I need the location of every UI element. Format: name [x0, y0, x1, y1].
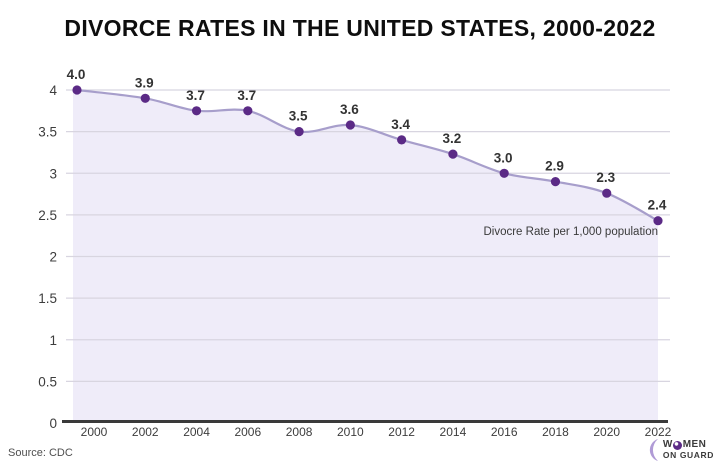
y-axis-tick-label: 2 [49, 250, 57, 265]
purple-circle-icon [673, 441, 683, 451]
data-point [294, 127, 304, 137]
y-axis-tick-label: 2.5 [38, 208, 57, 223]
x-axis-tick-label: 2022 [645, 425, 672, 439]
data-point [448, 149, 458, 159]
y-axis-tick-label: 0 [49, 416, 57, 431]
data-point [72, 85, 82, 95]
data-point [191, 106, 202, 116]
data-point-label: 3.9 [135, 75, 154, 90]
y-axis-tick-label: 1.5 [38, 291, 57, 306]
crescent-ribbon-icon [649, 439, 658, 461]
data-point-label: 3.5 [289, 109, 308, 124]
series-annotation: Divocre Rate per 1,000 population [483, 226, 658, 238]
data-point [397, 135, 407, 145]
x-axis-tick-label: 2006 [234, 425, 261, 439]
source-credit: Source: CDC [8, 447, 73, 459]
data-point-label: 3.7 [237, 88, 256, 103]
x-axis-tick-label: 2012 [388, 425, 415, 439]
logo-line1: W MEN [663, 440, 714, 451]
data-point-label: 2.9 [545, 159, 564, 174]
x-axis-tick-label: 2016 [491, 425, 518, 439]
y-axis-tick-label: 1 [49, 333, 57, 348]
x-axis-tick-label: 2002 [132, 425, 159, 439]
x-axis-tick-label: 2008 [286, 425, 313, 439]
x-axis-tick-label: 2004 [183, 425, 210, 439]
x-axis-tick-label: 2010 [337, 425, 364, 439]
data-point [345, 120, 355, 130]
data-point-label: 3.6 [340, 102, 359, 117]
data-point [653, 216, 663, 226]
logo-line2: ON GUARD [662, 449, 714, 460]
logo-w: W [662, 439, 673, 451]
data-point [602, 188, 612, 198]
data-point [140, 93, 150, 103]
y-axis-tick-label: 3 [49, 166, 57, 181]
data-point [499, 168, 509, 178]
x-axis-tick-label: 2000 [81, 425, 108, 439]
area-fill [73, 90, 658, 422]
data-point-label: 3.2 [443, 131, 462, 146]
y-axis-tick-label: 4 [49, 83, 57, 98]
women-on-guard-logo: W MEN ON GUARD [648, 438, 714, 462]
data-point-label: 3.4 [391, 117, 410, 132]
data-point-label: 2.4 [648, 198, 667, 213]
x-axis-tick-label: 2020 [593, 425, 620, 439]
data-point-label: 2.3 [596, 170, 615, 185]
y-axis-tick-label: 3.5 [38, 125, 57, 140]
chart-title: DIVORCE RATES IN THE UNITED STATES, 2000… [64, 15, 656, 41]
x-axis-tick-label: 2014 [440, 425, 467, 439]
data-point [243, 106, 253, 116]
y-axis-tick-label: 0.5 [38, 374, 57, 389]
logo-men: MEN [682, 439, 707, 451]
x-axis-tick-label: 2018 [542, 425, 569, 439]
data-point [550, 177, 561, 187]
data-point-label: 4.0 [67, 67, 86, 82]
data-point-label: 3.0 [494, 150, 513, 165]
data-point-label: 3.7 [186, 88, 205, 103]
